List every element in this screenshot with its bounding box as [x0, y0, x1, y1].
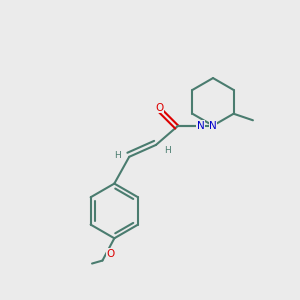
Text: H: H [114, 151, 121, 160]
Text: O: O [155, 103, 164, 113]
Text: N: N [197, 121, 204, 130]
Text: H: H [164, 146, 171, 155]
Text: O: O [106, 249, 115, 259]
Text: N: N [209, 121, 217, 130]
